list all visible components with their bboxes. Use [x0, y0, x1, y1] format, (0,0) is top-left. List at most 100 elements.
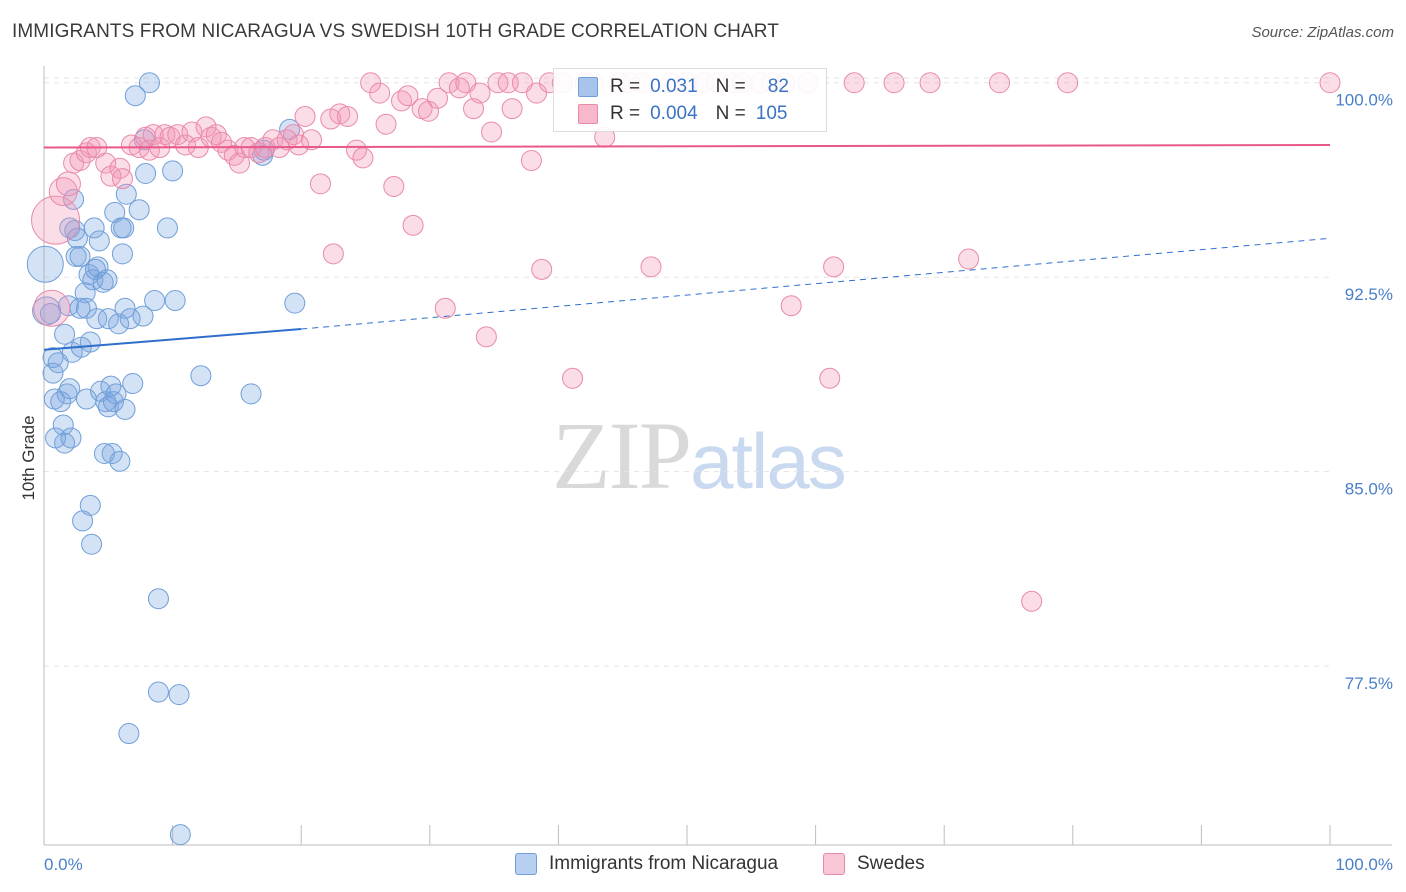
point-swedes — [919, 72, 941, 94]
point-nicaragua — [119, 308, 141, 330]
legend-label-swedes: Swedes — [857, 853, 925, 874]
point-nicaragua — [54, 323, 76, 345]
point-swedes — [95, 152, 117, 174]
point-swedes — [455, 72, 477, 94]
point-swedes — [329, 103, 351, 125]
trendline-nicaragua — [43, 328, 302, 351]
point-nicaragua — [88, 230, 110, 252]
point-swedes — [383, 175, 405, 197]
watermark: ZIPatlas — [552, 400, 847, 511]
point-swedes — [375, 113, 397, 135]
point-swedes — [418, 100, 440, 122]
n-value: 82 — [767, 76, 789, 97]
point-swedes — [322, 243, 344, 265]
point-swedes — [823, 256, 845, 278]
point-swedes — [228, 152, 250, 174]
legend-item-swedes[interactable]: Swedes — [823, 853, 925, 875]
point-swedes — [1057, 72, 1079, 94]
correlation-legend: R = 0.031 N = 82 R = 0.004 N = 105 — [553, 68, 827, 132]
point-nicaragua — [169, 824, 191, 846]
watermark-atlas: atlas — [690, 417, 847, 505]
point-swedes — [843, 72, 865, 94]
point-nicaragua — [128, 199, 150, 221]
series-swedes — [31, 72, 1341, 612]
point-swedes — [174, 134, 196, 156]
point-swedes — [883, 72, 905, 94]
point-nicaragua — [135, 162, 157, 184]
point-nicaragua — [190, 365, 212, 387]
point-nicaragua — [52, 414, 74, 436]
point-swedes — [562, 367, 584, 389]
point-swedes — [1021, 590, 1043, 612]
point-nicaragua — [96, 269, 118, 291]
series-nicaragua — [26, 72, 306, 846]
legend-swatch-swedes — [578, 104, 598, 124]
point-swedes — [138, 139, 160, 161]
point-nicaragua — [102, 391, 124, 413]
point-swedes — [434, 297, 456, 319]
r-label: R = — [610, 103, 641, 124]
point-nicaragua — [240, 383, 262, 405]
point-swedes — [111, 168, 133, 190]
point-nicaragua — [147, 681, 169, 703]
legend-item-nicaragua[interactable]: Immigrants from Nicaragua — [515, 853, 778, 875]
point-swedes — [780, 295, 802, 317]
x-tick-label: 100.0% — [1335, 855, 1393, 874]
point-nicaragua — [81, 533, 103, 555]
legend-swatch-swedes — [823, 853, 845, 875]
point-nicaragua — [113, 217, 135, 239]
point-swedes — [481, 121, 503, 143]
legend-row-swedes: R = 0.004 N = 105 — [578, 102, 787, 126]
point-nicaragua — [108, 313, 130, 335]
x-tick-label: 0.0% — [44, 855, 83, 874]
point-swedes — [438, 72, 460, 94]
point-swedes — [142, 124, 164, 146]
point-nicaragua — [109, 450, 131, 472]
point-nicaragua — [86, 308, 108, 330]
point-swedes — [640, 256, 662, 278]
point-swedes — [300, 129, 322, 151]
point-nicaragua — [87, 256, 109, 278]
n-label: N = — [715, 76, 746, 97]
point-swedes — [167, 124, 189, 146]
legend-swatch-nicaragua — [515, 853, 537, 875]
point-nicaragua — [122, 372, 144, 394]
point-swedes — [397, 85, 419, 107]
point-nicaragua — [79, 331, 101, 353]
point-nicaragua — [74, 282, 96, 304]
point-swedes — [427, 87, 449, 109]
series-legend: Immigrants from Nicaragua Swedes — [0, 853, 1406, 877]
point-nicaragua — [105, 383, 127, 405]
point-swedes — [336, 105, 358, 127]
point-nicaragua — [114, 398, 136, 420]
y-tick-label: 100.0% — [1335, 91, 1393, 110]
point-swedes — [988, 72, 1010, 94]
n-value: 105 — [755, 103, 788, 124]
point-nicaragua — [39, 302, 61, 324]
point-swedes — [463, 98, 485, 120]
point-swedes — [55, 171, 81, 197]
point-nicaragua — [132, 305, 154, 327]
trendline-nicaragua-extension — [301, 237, 1331, 330]
y-axis-title: 10th Grade — [19, 415, 38, 500]
point-swedes — [520, 150, 542, 172]
point-nicaragua — [83, 217, 105, 239]
point-swedes — [294, 105, 316, 127]
y-tick-label: 92.5% — [1345, 285, 1393, 304]
point-nicaragua — [42, 362, 64, 384]
point-nicaragua — [59, 378, 81, 400]
legend-swatch-nicaragua — [578, 77, 598, 97]
point-swedes — [511, 72, 533, 94]
point-nicaragua — [101, 443, 123, 464]
point-swedes — [309, 173, 331, 195]
point-swedes — [195, 116, 217, 138]
point-swedes — [33, 289, 71, 327]
point-nicaragua — [147, 588, 169, 610]
y-tick-label: 77.5% — [1345, 674, 1393, 693]
point-nicaragua — [100, 375, 122, 397]
point-swedes — [958, 248, 980, 270]
point-swedes — [1319, 72, 1341, 94]
r-label: R = — [610, 76, 641, 97]
point-nicaragua — [114, 297, 136, 319]
